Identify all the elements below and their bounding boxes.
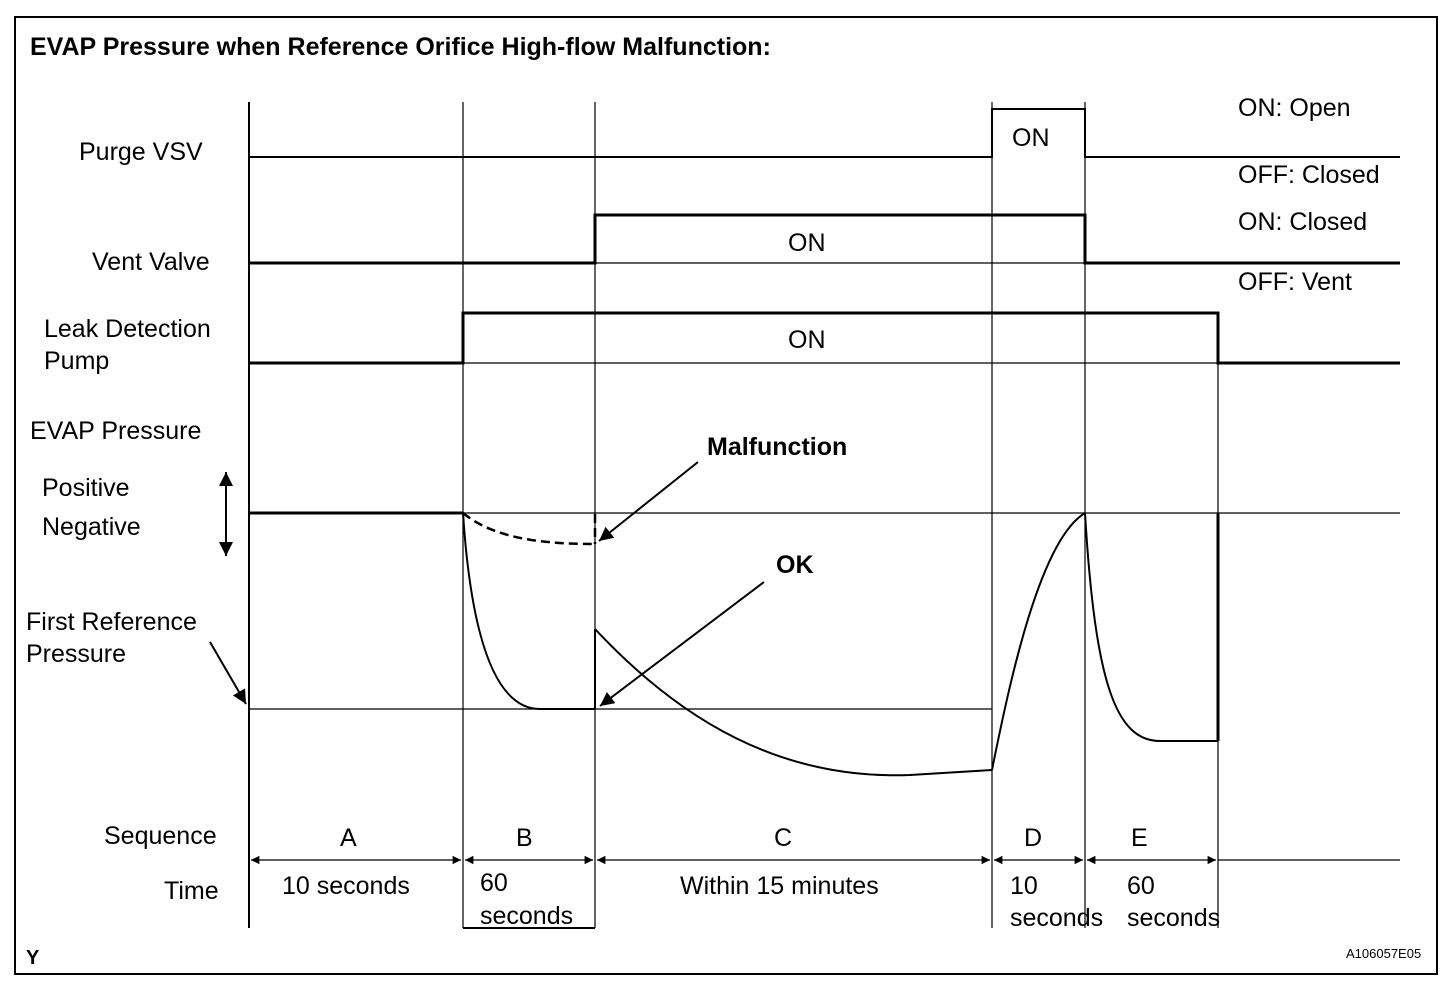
label-leak-pump-1: Leak Detection [44,315,211,343]
evap-curve-phase-d [991,512,1086,771]
label-sequence: Sequence [104,822,217,850]
first-reference-arrow [209,641,247,705]
diagram-frame [14,16,1438,975]
vent-off-state: OFF: Vent [1238,268,1352,296]
leak-pump-on-text: ON [788,326,826,354]
label-time: Time [164,877,219,905]
figure-id: A106057E05 [1346,946,1421,961]
malfunction-pointer [598,461,699,542]
phase-a-label: A [340,824,357,852]
ok-pointer [599,581,765,707]
ok-curve-phase-b [462,512,595,710]
phase-b-label: B [516,824,533,852]
vent-valve-on-text: ON [788,229,826,257]
diagram-title: EVAP Pressure when Reference Orifice Hig… [30,33,771,61]
label-first-reference-1: First Reference [26,608,197,636]
corner-mark-y: Y [26,947,40,969]
leak-pump-signal [249,311,1400,365]
label-negative: Negative [42,513,141,541]
phase-b-time-2: seconds [480,902,573,930]
label-evap-pressure: EVAP Pressure [30,417,201,445]
purge-vsv-on-text: ON [1012,124,1050,152]
phase-d-label: D [1024,824,1042,852]
annotation-ok: OK [776,551,814,579]
vent-on-state: ON: Closed [1238,208,1367,236]
label-positive: Positive [42,474,130,502]
label-first-reference-2: Pressure [26,640,126,668]
label-purge-vsv: Purge VSV [79,138,203,166]
annotation-malfunction: Malfunction [707,433,847,461]
ok-curve-phase-c [594,628,993,777]
phase-b-time-1: 60 [480,869,508,897]
phase-c-time: Within 15 minutes [680,872,879,900]
phase-e-label: E [1131,824,1148,852]
evap-curve-phase-e [1084,512,1218,742]
label-leak-pump-2: Pump [44,347,109,375]
purge-on-state: ON: Open [1238,94,1351,122]
purge-vsv-signal [249,108,1400,158]
malfunction-curve [462,512,596,546]
phase-c-label: C [774,824,792,852]
phase-d-time-1: 10 [1010,872,1038,900]
phase-e-time-2: seconds [1127,904,1220,932]
purge-off-state: OFF: Closed [1238,161,1380,189]
vent-valve-signal [249,213,1400,265]
phase-a-time: 10 seconds [282,872,410,900]
label-vent-valve: Vent Valve [92,248,210,276]
phase-e-time-1: 60 [1127,872,1155,900]
phase-d-time-2: seconds [1010,904,1103,932]
